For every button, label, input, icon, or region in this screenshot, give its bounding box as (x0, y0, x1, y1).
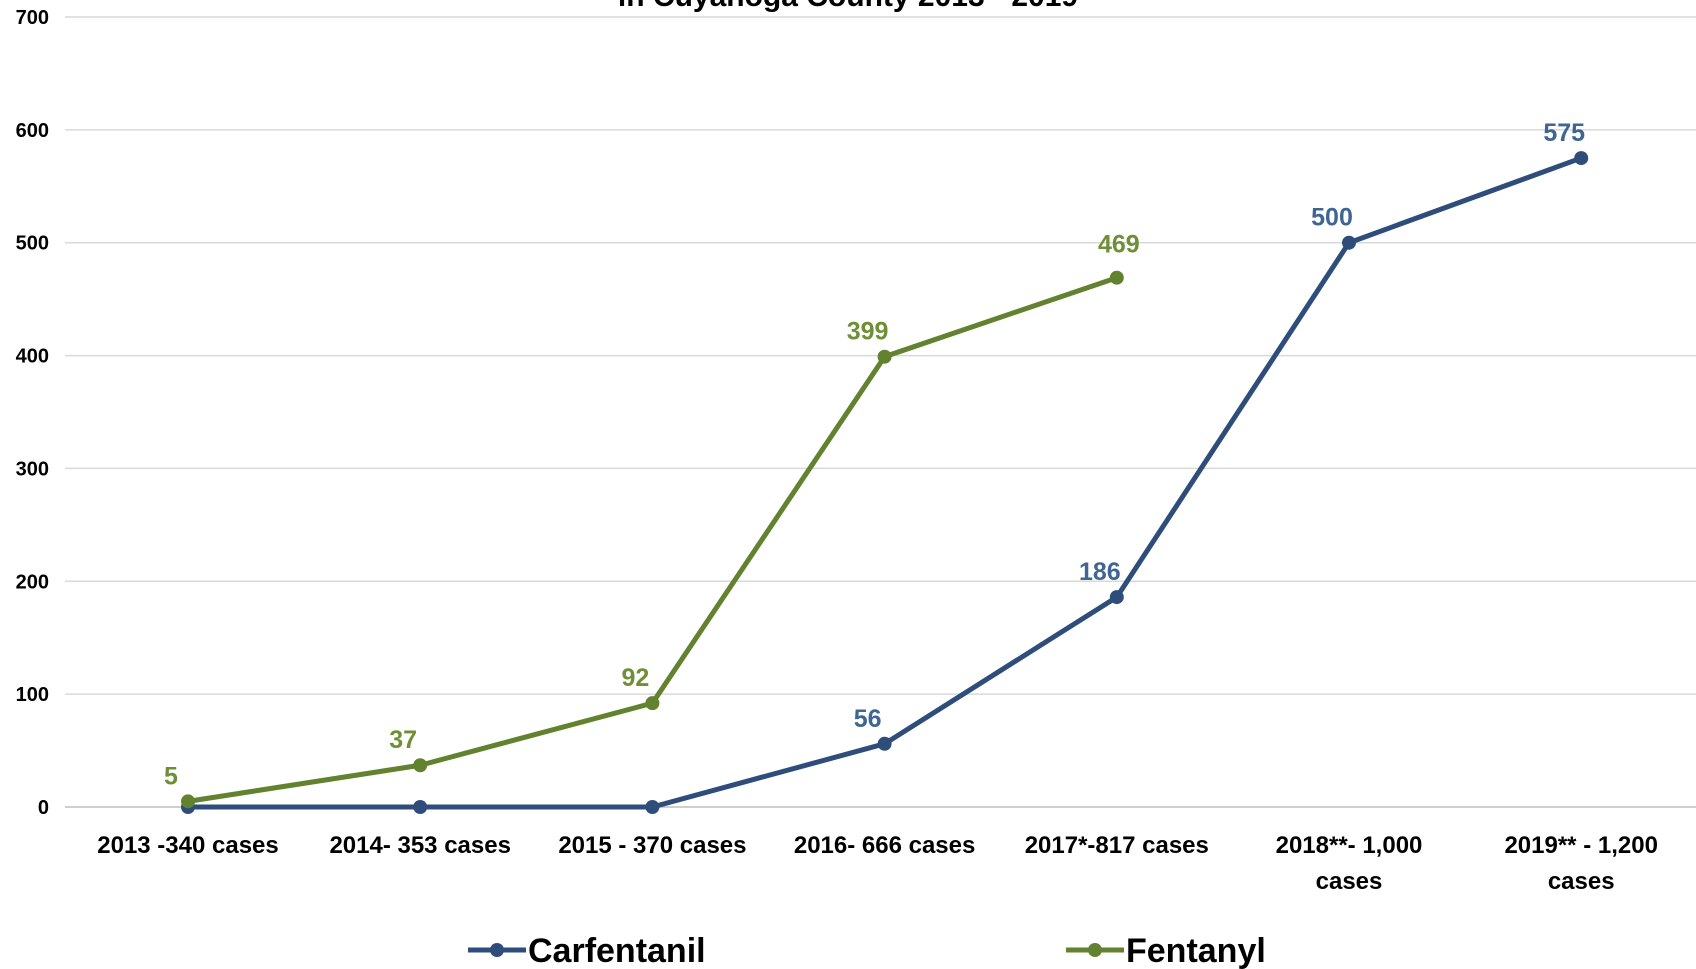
legend-label-carfentanil: Carfentanil (528, 932, 706, 969)
data-point-fentanyl (645, 696, 660, 711)
x-tick-label: 2016- 666 cases (794, 832, 976, 859)
y-axis: 0 100 200 300 400 500 600 700 (16, 7, 49, 819)
data-label-carfentanil: 186 (1079, 558, 1121, 586)
data-label-fentanyl: 399 (847, 318, 889, 346)
data-labels: 56 186 500 575 5 37 92 399 469 (164, 119, 1585, 790)
series-line-carfentanil (188, 155, 1583, 810)
y-tick-label: 0 (38, 797, 49, 819)
y-tick-label: 400 (16, 346, 49, 368)
data-point-fentanyl (413, 758, 428, 773)
data-point-carfentanil (645, 800, 660, 814)
legend-marker-fentanyl (1088, 943, 1102, 957)
data-label-fentanyl: 37 (389, 726, 417, 754)
data-point-carfentanil (1342, 235, 1356, 250)
data-label-fentanyl: 469 (1098, 231, 1140, 259)
data-point-carfentanil (1574, 151, 1589, 166)
x-tick-label: 2017*-817 cases (1025, 832, 1209, 859)
chart-title: in Cuyahoga County 2013 - 2019 (618, 0, 1078, 13)
data-point-carfentanil (413, 800, 428, 814)
data-point-fentanyl (1109, 270, 1124, 285)
x-tick-label: 2013 -340 cases (97, 832, 279, 859)
y-tick-label: 200 (16, 571, 49, 593)
data-label-carfentanil: 575 (1543, 119, 1585, 147)
data-label-fentanyl: 5 (164, 762, 178, 790)
data-point-fentanyl (181, 794, 195, 809)
y-tick-label: 600 (16, 120, 49, 142)
data-label-carfentanil: 56 (854, 705, 882, 733)
gridlines (65, 16, 1696, 808)
y-tick-label: 500 (16, 233, 49, 255)
y-tick-label: 700 (16, 7, 49, 29)
legend-label-fentanyl: Fentanyl (1126, 932, 1266, 969)
y-tick-label: 300 (16, 458, 49, 480)
x-tick-label: 2018**- 1,000 cases (1276, 832, 1423, 895)
x-tick-label: 2015 - 370 cases (558, 832, 746, 859)
data-label-fentanyl: 92 (621, 664, 649, 692)
data-point-carfentanil (877, 736, 892, 751)
x-axis: 2013 -340 cases 2014- 353 cases 2015 - 370… (97, 832, 1658, 895)
data-point-fentanyl (877, 349, 892, 364)
y-tick-label: 100 (16, 684, 49, 706)
series-layer (181, 151, 1589, 814)
x-tick-label: 2019** - 1,200 cases (1504, 832, 1657, 895)
legend: Carfentanil Fentanyl (468, 932, 1266, 969)
data-label-carfentanil: 500 (1311, 204, 1353, 232)
x-tick-label: 2014- 353 cases (329, 832, 511, 859)
legend-marker-carfentanil (490, 943, 504, 957)
data-point-carfentanil (1109, 590, 1124, 605)
